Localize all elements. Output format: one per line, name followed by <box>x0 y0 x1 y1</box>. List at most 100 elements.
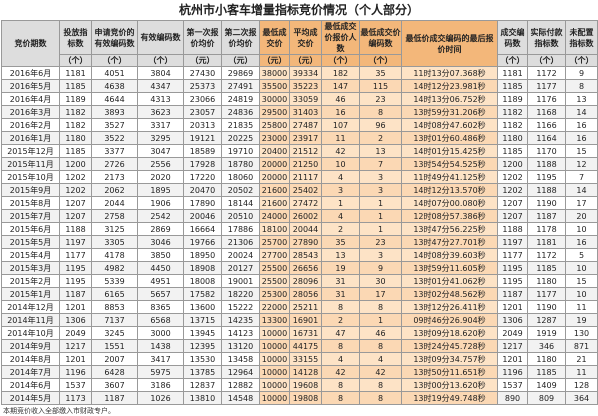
table-cell: 21250 <box>289 157 322 171</box>
table-cell: 33059 <box>289 92 322 106</box>
column-header: 最低成交价编码数 <box>359 20 402 55</box>
table-cell: 1306 <box>59 313 92 327</box>
table-cell: 1182 <box>59 105 92 119</box>
table-row: 2015年11月 1200 2726 2556 17928 18780 20000 21250… <box>1 157 598 171</box>
table-cell: 24000 <box>259 209 290 223</box>
table-cell: 23000 <box>259 131 290 145</box>
table-row: 2016年6月 1181 4051 3804 27430 29869 38000 39334 1… <box>1 66 598 80</box>
table-cell: 1180 <box>527 352 566 366</box>
table-cell: 3607 <box>91 378 138 392</box>
table-cell: 12 <box>565 157 598 171</box>
table-cell: 12395 <box>183 339 222 353</box>
table-row: 2015年9月 1202 2062 1895 20470 20502 21600 25402 3… <box>1 183 598 197</box>
column-unit: （元） <box>221 54 260 67</box>
table-cell: 13300 <box>259 313 290 327</box>
table-cell: 2014年11月 <box>1 313 60 327</box>
table-cell: 1164 <box>527 131 566 145</box>
table-cell: 1287 <box>527 313 566 327</box>
table-cell: 46 <box>359 326 402 340</box>
column-unit: （个） <box>321 54 360 67</box>
table-cell: 3 <box>359 248 402 262</box>
table-cell: 3850 <box>137 248 184 262</box>
table-cell: 6165 <box>91 287 138 301</box>
table-cell: 8 <box>321 300 360 314</box>
table-cell: 25211 <box>289 300 322 314</box>
table-row: 2014年11月 1306 7137 6568 13715 14235 13300 16901… <box>1 313 598 327</box>
table-cell: 1201 <box>59 352 92 366</box>
table-cell: 13715 <box>183 313 222 327</box>
table-row: 2015年1月 1187 6165 5657 17582 18220 25300 28056 3… <box>1 287 598 301</box>
table-cell: 21600 <box>259 183 290 197</box>
table-cell: 3 <box>359 170 402 184</box>
table-cell: 28056 <box>289 287 322 301</box>
column-unit: （个） <box>91 54 138 67</box>
table-row: 2014年8月 1201 2007 3417 13530 13458 10000 33155 4… <box>1 352 598 366</box>
table-cell: 10000 <box>259 365 290 379</box>
table-cell: 14 <box>565 105 598 119</box>
table-cell: 13时24分45.728秒 <box>401 339 498 353</box>
table-cell: 1182 <box>59 118 92 132</box>
column-header: 投放指标数 <box>59 20 92 55</box>
table-cell: 2015年5月 <box>1 235 60 249</box>
table-cell: 29500 <box>259 105 290 119</box>
table-cell: 13时47分56.225秒 <box>401 222 498 236</box>
table-row: 2015年2月 1195 5339 4951 18008 19001 25500 28096 3… <box>1 274 598 288</box>
table-cell: 19808 <box>289 391 322 405</box>
table-cell: 10000 <box>259 391 290 405</box>
table-cell: 17582 <box>183 287 222 301</box>
table-cell: 8 <box>321 339 360 353</box>
table-cell: 46 <box>321 92 360 106</box>
table-cell: 31403 <box>289 105 322 119</box>
table-cell: 2015年10月 <box>1 170 60 184</box>
table-cell: 4951 <box>137 274 184 288</box>
table-cell: 1188 <box>527 157 566 171</box>
table-cell: 13时01分60.486秒 <box>401 131 498 145</box>
table-cell: 4638 <box>91 79 138 93</box>
table-cell: 28096 <box>289 274 322 288</box>
table-cell: 6568 <box>137 313 184 327</box>
table-row: 2016年4月 1189 4644 4313 23066 24819 30000 33059 4… <box>1 92 598 106</box>
table-cell: 20510 <box>221 209 260 223</box>
table-row: 2016年3月 1182 3893 3623 23057 24836 29500 31403 1… <box>1 105 598 119</box>
table-cell: 890 <box>497 391 528 405</box>
table-cell: 3623 <box>137 105 184 119</box>
table-cell: 31 <box>321 274 360 288</box>
table-cell: 1187 <box>59 287 92 301</box>
table-cell: 2542 <box>137 209 184 223</box>
table-cell: 23 <box>359 235 402 249</box>
table-row: 2014年5月 1173 1187 1026 13810 14548 10000 19808 8… <box>1 391 598 405</box>
table-cell: 2014年9月 <box>1 339 60 353</box>
column-header: 第一次报价均价 <box>183 20 222 55</box>
table-row: 2015年3月 1195 4982 4450 18908 20127 25500 26656 1… <box>1 261 598 275</box>
column-header: 有效编码数 <box>137 20 184 55</box>
table-cell: 10000 <box>259 326 290 340</box>
table-cell: 8 <box>359 391 402 405</box>
table-cell: 39334 <box>289 66 322 80</box>
table-cell: 107 <box>321 118 360 132</box>
table-cell: 2016年4月 <box>1 92 60 106</box>
table-cell: 2758 <box>91 209 138 223</box>
table-cell: 4 <box>321 352 360 366</box>
table-cell: 29869 <box>221 66 260 80</box>
table-cell: 4450 <box>137 261 184 275</box>
table-cell: 19 <box>565 313 598 327</box>
footnote: 本期竞价收入全部缴入市财政专户。 <box>3 407 115 415</box>
table-cell: 23066 <box>183 92 222 106</box>
table-cell: 30 <box>359 274 402 288</box>
table-cell: 20400 <box>259 144 290 158</box>
table-cell: 1 <box>359 222 402 236</box>
table-cell: 1182 <box>497 105 528 119</box>
table-cell: 35 <box>321 235 360 249</box>
table-cell: 25500 <box>259 261 290 275</box>
table-cell: 17 <box>565 196 598 210</box>
table-cell: 1177 <box>527 79 566 93</box>
table-cell: 1026 <box>137 391 184 405</box>
table-cell: 12837 <box>183 378 222 392</box>
table-cell: 10 <box>565 287 598 301</box>
table-cell: 1187 <box>497 287 528 301</box>
table-cell: 16 <box>565 131 598 145</box>
table-cell: 3186 <box>137 378 184 392</box>
table-cell: 130 <box>565 326 598 340</box>
table-cell: 1202 <box>59 170 92 184</box>
table-cell: 2062 <box>91 183 138 197</box>
